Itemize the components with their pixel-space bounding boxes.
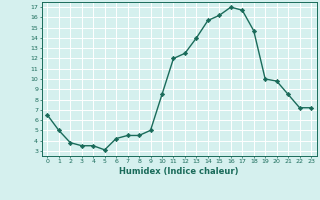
X-axis label: Humidex (Indice chaleur): Humidex (Indice chaleur): [119, 167, 239, 176]
